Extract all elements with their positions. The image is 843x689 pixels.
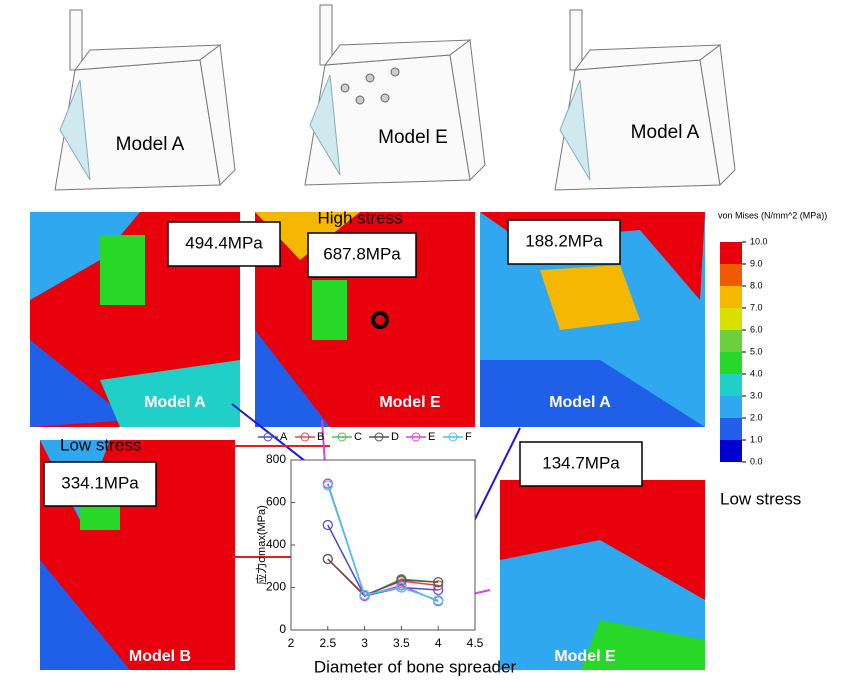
x-tick-label: 3.5 [393, 636, 410, 650]
stress-note: Low stress [720, 489, 801, 508]
colorbar-band [720, 396, 742, 418]
colorbar-band [720, 440, 742, 462]
colorbar-tick-label: 8.0 [750, 280, 763, 290]
colorbar-band [720, 308, 742, 330]
model-label: Model E [554, 648, 616, 665]
stress-note: Low stress [60, 435, 141, 454]
colorbar-band [720, 374, 742, 396]
colorbar-tick-label: 1.0 [750, 434, 763, 444]
colorbar-tick-label: 6.0 [750, 324, 763, 334]
y-tick-label: 800 [266, 452, 286, 466]
model-label: Model A [631, 122, 700, 143]
plot-area [291, 460, 475, 630]
line-chart: 0 200 400 600 800 2 2.5 3 3.5 4 4.5 Diameter of bon… [254, 431, 517, 677]
legend-label: E [428, 431, 435, 443]
model-label: Model B [129, 648, 191, 665]
colorbar-band [720, 418, 742, 440]
colorbar-band [720, 352, 742, 374]
model-label: Model A [144, 394, 206, 411]
model-views [55, 5, 735, 190]
colorbar-band [720, 264, 742, 286]
x-tick-label: 4 [435, 636, 442, 650]
colorbar-tick-label: 5.0 [750, 346, 763, 356]
legend-label: A [280, 431, 288, 443]
colorbar-tick-label: 4.0 [750, 368, 763, 378]
x-tick-label: 4.5 [467, 636, 484, 650]
x-tick-label: 2 [288, 636, 295, 650]
colorbar-tick-label: 7.0 [750, 302, 763, 312]
legend-label: D [391, 431, 399, 443]
colorbar-title: von Mises (N/mm^2 (MPa)) [718, 210, 827, 220]
stress-value: 494.4MPa [185, 233, 263, 252]
y-tick-label: 200 [266, 580, 286, 594]
legend-label: B [317, 431, 324, 443]
legend-label: C [354, 431, 362, 443]
colorbar-tick-label: 3.0 [750, 390, 763, 400]
model-label: Model E [379, 394, 441, 411]
stress-value: 188.2MPa [525, 231, 603, 250]
colorbar-tick-label: 10.0 [750, 236, 768, 246]
y-axis-label: 应力σmax(MPa) [254, 505, 268, 585]
colorbar-tick-label: 2.0 [750, 412, 763, 422]
x-axis-label: Diameter of bone spreader [314, 657, 517, 676]
colorbar-tick-label: 0.0 [750, 456, 763, 466]
legend-label: F [465, 431, 472, 443]
colorbar-band [720, 242, 742, 264]
x-tick-label: 2.5 [319, 636, 336, 650]
colorbar-tick-label: 9.0 [750, 258, 763, 268]
y-tick-label: 400 [266, 537, 286, 551]
colorbar-band [720, 330, 742, 352]
stress-value: 687.8MPa [323, 244, 401, 263]
colorbar: 10.0 9.0 8.0 7.0 6.0 5.0 4.0 3.0 2.0 1.0 0.0 [720, 236, 768, 466]
y-tick-label: 0 [279, 622, 286, 636]
x-tick-label: 3 [361, 636, 368, 650]
stress-value: 334.1MPa [61, 473, 139, 492]
y-tick-label: 600 [266, 495, 286, 509]
model-label: Model A [116, 134, 185, 155]
stress-value: 134.7MPa [542, 453, 620, 472]
colorbar-band [720, 286, 742, 308]
stress-note: High stress [317, 208, 402, 227]
model-label: Model A [549, 394, 611, 411]
figure: Model A Model E Model A 10.0 9.0 8.0 7.0 6.0… [0, 0, 843, 684]
model-label: Model E [378, 127, 448, 148]
